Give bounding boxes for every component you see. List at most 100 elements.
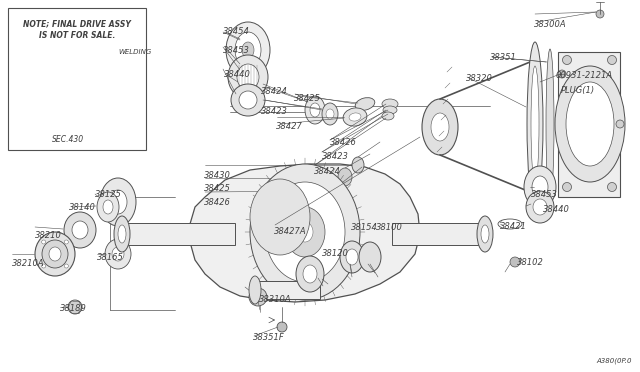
Ellipse shape <box>97 192 119 222</box>
Text: NOTE; FINAL DRIVE ASSY: NOTE; FINAL DRIVE ASSY <box>23 19 131 29</box>
Polygon shape <box>190 164 420 302</box>
Ellipse shape <box>231 84 265 116</box>
Ellipse shape <box>235 32 261 68</box>
Ellipse shape <box>382 99 398 109</box>
Text: 38423: 38423 <box>322 153 349 161</box>
Text: 38154: 38154 <box>351 223 378 232</box>
Ellipse shape <box>40 25 53 37</box>
Text: 38426: 38426 <box>204 198 230 207</box>
Ellipse shape <box>355 98 375 110</box>
Ellipse shape <box>383 106 397 114</box>
Ellipse shape <box>349 113 361 121</box>
Ellipse shape <box>305 96 325 124</box>
Ellipse shape <box>105 239 131 269</box>
Text: PLUG(1): PLUG(1) <box>561 86 595 94</box>
Ellipse shape <box>346 249 358 265</box>
Circle shape <box>277 322 287 332</box>
Text: 38426: 38426 <box>330 138 356 147</box>
Ellipse shape <box>322 103 338 125</box>
Ellipse shape <box>114 216 130 252</box>
Circle shape <box>563 55 572 64</box>
Ellipse shape <box>555 66 625 182</box>
Ellipse shape <box>265 182 345 282</box>
Ellipse shape <box>112 247 124 261</box>
Ellipse shape <box>527 42 543 206</box>
Text: IS NOT FOR SALE.: IS NOT FOR SALE. <box>39 31 115 39</box>
Text: 38440: 38440 <box>543 205 570 214</box>
Text: 38125: 38125 <box>95 190 122 199</box>
Text: 38453: 38453 <box>223 46 250 55</box>
Circle shape <box>68 300 82 314</box>
Ellipse shape <box>42 240 68 268</box>
Circle shape <box>510 257 520 267</box>
Text: 38210: 38210 <box>35 231 62 240</box>
Bar <box>392 223 487 245</box>
Ellipse shape <box>15 61 25 81</box>
Ellipse shape <box>326 109 334 119</box>
Ellipse shape <box>237 64 259 90</box>
Ellipse shape <box>109 190 127 214</box>
Text: 38423: 38423 <box>261 107 288 116</box>
Ellipse shape <box>359 242 381 272</box>
Bar <box>8 8 146 150</box>
Ellipse shape <box>310 103 320 117</box>
Text: 38351: 38351 <box>490 53 516 62</box>
Text: 38427: 38427 <box>276 122 303 131</box>
Text: 38102: 38102 <box>517 258 544 267</box>
Ellipse shape <box>297 222 313 242</box>
Text: 38189: 38189 <box>60 304 87 313</box>
Ellipse shape <box>546 49 554 199</box>
Text: A380(0P.0: A380(0P.0 <box>596 357 632 364</box>
Circle shape <box>64 264 68 268</box>
Ellipse shape <box>338 168 352 186</box>
Ellipse shape <box>239 91 257 109</box>
Ellipse shape <box>340 241 364 273</box>
Ellipse shape <box>249 276 261 304</box>
Text: 38310A: 38310A <box>259 295 292 304</box>
Ellipse shape <box>118 225 126 243</box>
Circle shape <box>64 240 68 244</box>
Text: 38351F: 38351F <box>253 333 285 342</box>
Ellipse shape <box>35 232 75 276</box>
Ellipse shape <box>250 179 310 255</box>
Ellipse shape <box>49 247 61 261</box>
Circle shape <box>563 183 572 192</box>
Ellipse shape <box>422 99 458 155</box>
Text: 38320: 38320 <box>466 74 493 83</box>
Ellipse shape <box>285 207 325 257</box>
Ellipse shape <box>526 191 554 223</box>
Ellipse shape <box>228 55 268 99</box>
Text: 38424: 38424 <box>261 87 288 96</box>
Text: 38425: 38425 <box>204 185 230 193</box>
Ellipse shape <box>531 66 539 182</box>
Text: 38424: 38424 <box>314 167 340 176</box>
Ellipse shape <box>524 166 556 208</box>
Text: 38425: 38425 <box>294 94 321 103</box>
Text: 38100: 38100 <box>376 223 403 232</box>
Circle shape <box>616 120 624 128</box>
Ellipse shape <box>103 200 113 214</box>
Ellipse shape <box>64 212 96 248</box>
Text: 38165: 38165 <box>97 253 124 262</box>
Ellipse shape <box>303 265 317 283</box>
Circle shape <box>333 186 343 196</box>
Bar <box>255 281 320 299</box>
Ellipse shape <box>431 113 449 141</box>
Text: 38210A: 38210A <box>12 259 44 268</box>
Ellipse shape <box>100 178 136 226</box>
Circle shape <box>42 264 45 268</box>
Text: 38440: 38440 <box>224 70 251 79</box>
Text: WELDING: WELDING <box>118 49 151 55</box>
Ellipse shape <box>343 108 367 126</box>
Circle shape <box>596 10 604 18</box>
Ellipse shape <box>533 199 547 215</box>
Text: 38430: 38430 <box>204 171 230 180</box>
Circle shape <box>42 240 45 244</box>
Text: 00931-2121A: 00931-2121A <box>556 71 612 80</box>
Circle shape <box>607 55 616 64</box>
Ellipse shape <box>566 82 614 166</box>
Ellipse shape <box>296 256 324 292</box>
Ellipse shape <box>226 22 270 78</box>
Text: 38427A: 38427A <box>274 227 307 236</box>
Ellipse shape <box>382 112 394 120</box>
